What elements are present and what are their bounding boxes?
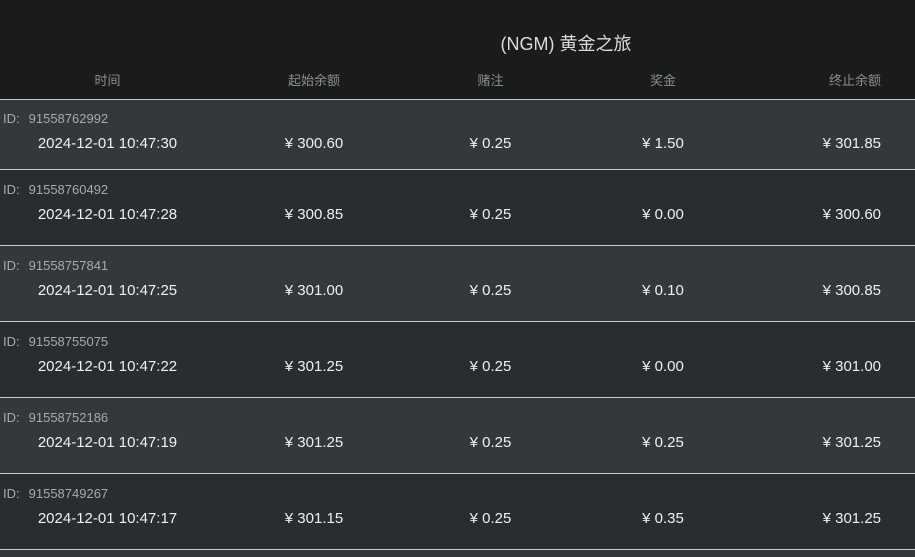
row-bet: ¥ 0.25: [469, 206, 512, 223]
row-bet: ¥ 0.25: [469, 135, 512, 152]
row-id-label: ID:: [3, 334, 20, 349]
row-end-balance: ¥ 300.60: [822, 206, 881, 223]
row-prize: ¥ 0.25: [642, 434, 684, 451]
row-id-line: ID: 91558762992: [0, 111, 915, 126]
row-end-balance: ¥ 301.25: [822, 434, 881, 451]
row-time: 2024-12-01 10:47:17: [37, 510, 178, 527]
row-id-value: 91558752186: [28, 410, 109, 425]
row-values: 2024-12-01 10:47:19 ¥ 301.25 ¥ 0.25 ¥ 0.…: [0, 433, 915, 452]
row-bet: ¥ 0.25: [469, 434, 512, 451]
row-id-line: ID: 91558760492: [0, 182, 915, 197]
table-row: ID: 91558752186 2024-12-01 10:47:19 ¥ 30…: [0, 398, 915, 474]
row-time: 2024-12-01 10:47:25: [37, 282, 178, 299]
row-prize: ¥ 1.50: [642, 135, 684, 152]
row-values: 2024-12-01 10:47:30 ¥ 300.60 ¥ 0.25 ¥ 1.…: [0, 134, 915, 153]
column-header-prize: 奖金: [649, 73, 676, 88]
row-id-line: ID: 91558757841: [0, 258, 915, 273]
column-header-bet: 赌注: [477, 73, 504, 88]
row-bet: ¥ 0.25: [469, 358, 512, 375]
table-header-section: (NGM) 黄金之旅 时间 起始余额 赌注 奖金 终止余额: [0, 0, 915, 100]
row-values: 2024-12-01 10:47:22 ¥ 301.25 ¥ 0.25 ¥ 0.…: [0, 357, 915, 376]
row-values: 2024-12-01 10:47:17 ¥ 301.15 ¥ 0.25 ¥ 0.…: [0, 509, 915, 528]
row-id-label: ID:: [3, 486, 20, 501]
row-id-value: 91558749267: [28, 486, 109, 501]
row-id-value: 91558762992: [28, 111, 109, 126]
row-id-label: ID:: [3, 410, 20, 425]
row-id-label: ID:: [3, 182, 20, 197]
row-time: 2024-12-01 10:47:30: [37, 135, 178, 152]
row-id-label: ID:: [3, 258, 20, 273]
table-row-partial: [0, 550, 915, 557]
row-end-balance: ¥ 301.25: [822, 510, 881, 527]
row-id-line: ID: 91558755075: [0, 334, 915, 349]
row-start-balance: ¥ 301.25: [284, 434, 344, 451]
row-id-value: 91558760492: [28, 182, 109, 197]
row-start-balance: ¥ 301.25: [284, 358, 344, 375]
row-id-line: ID: 91558752186: [0, 410, 915, 425]
row-start-balance: ¥ 301.00: [284, 282, 344, 299]
table-row: ID: 91558755075 2024-12-01 10:47:22 ¥ 30…: [0, 322, 915, 398]
table-row: ID: 91558749267 2024-12-01 10:47:17 ¥ 30…: [0, 474, 915, 550]
column-header-start-balance: 起始余额: [287, 73, 340, 88]
row-bet: ¥ 0.25: [469, 282, 512, 299]
row-time: 2024-12-01 10:47:28: [37, 206, 178, 223]
row-start-balance: ¥ 301.15: [284, 510, 344, 527]
row-id-line: ID: 91558749267: [0, 486, 915, 501]
page-title: (NGM) 黄金之旅: [500, 34, 632, 54]
column-header-end-balance: 终止余额: [828, 73, 881, 88]
row-start-balance: ¥ 300.85: [284, 206, 344, 223]
row-prize: ¥ 0.00: [642, 358, 684, 375]
row-start-balance: ¥ 300.60: [284, 135, 344, 152]
table-row: ID: 91558757841 2024-12-01 10:47:25 ¥ 30…: [0, 246, 915, 322]
row-prize: ¥ 0.10: [642, 282, 684, 299]
history-table: ID: 91558762992 2024-12-01 10:47:30 ¥ 30…: [0, 100, 915, 557]
row-time: 2024-12-01 10:47:22: [37, 358, 178, 375]
row-id-value: 91558757841: [28, 258, 109, 273]
row-id-label: ID:: [3, 111, 20, 126]
column-header-time: 时间: [94, 73, 121, 88]
table-row: ID: 91558760492 2024-12-01 10:47:28 ¥ 30…: [0, 170, 915, 246]
row-end-balance: ¥ 301.00: [822, 358, 881, 375]
row-values: 2024-12-01 10:47:28 ¥ 300.85 ¥ 0.25 ¥ 0.…: [0, 205, 915, 224]
row-values: 2024-12-01 10:47:25 ¥ 301.00 ¥ 0.25 ¥ 0.…: [0, 281, 915, 300]
row-prize: ¥ 0.35: [642, 510, 684, 527]
column-header-row: 时间 起始余额 赌注 奖金 终止余额: [0, 70, 915, 89]
row-end-balance: ¥ 300.85: [822, 282, 881, 299]
table-row: ID: 91558762992 2024-12-01 10:47:30 ¥ 30…: [0, 100, 915, 170]
row-bet: ¥ 0.25: [469, 510, 512, 527]
row-time: 2024-12-01 10:47:19: [37, 434, 178, 451]
row-id-value: 91558755075: [28, 334, 109, 349]
row-end-balance: ¥ 301.85: [822, 135, 881, 152]
row-prize: ¥ 0.00: [642, 206, 684, 223]
